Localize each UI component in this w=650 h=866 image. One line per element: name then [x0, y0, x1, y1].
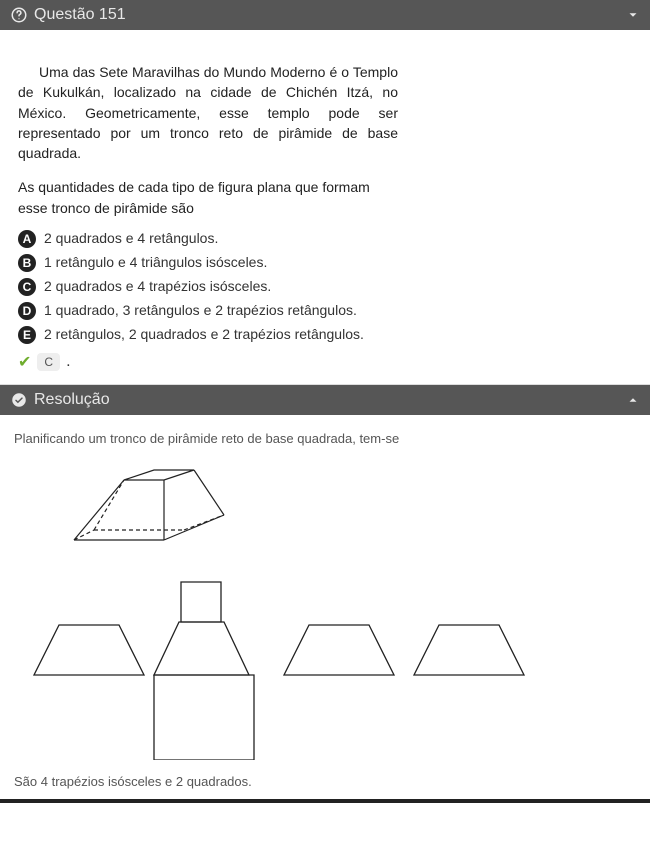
alt-text: 2 retângulos, 2 quadrados e 2 trapézios … — [44, 326, 364, 342]
bottom-bar — [0, 799, 650, 803]
alt-text: 2 quadrados e 4 retângulos. — [44, 230, 218, 246]
resolution-header-left: Resolução — [10, 391, 110, 409]
alternatives-list: A 2 quadrados e 4 retângulos. B 1 retâng… — [18, 230, 632, 344]
alternative-d[interactable]: D 1 quadrado, 3 retângulos e 2 trapézios… — [18, 302, 632, 320]
alternative-a[interactable]: A 2 quadrados e 4 retângulos. — [18, 230, 632, 248]
alternative-c[interactable]: C 2 quadrados e 4 trapézios isósceles. — [18, 278, 632, 296]
question-title: Questão 151 — [34, 6, 126, 24]
alt-text: 1 quadrado, 3 retângulos e 2 trapézios r… — [44, 302, 357, 318]
correct-answer-badge: C — [37, 353, 60, 371]
alt-letter: C — [18, 278, 36, 296]
question-stem: As quantidades de cada tipo de figura pl… — [18, 177, 398, 218]
alt-text: 1 retângulo e 4 triângulos isósceles. — [44, 254, 267, 270]
net-figure — [14, 560, 636, 760]
resolution-body: Planificando um tronco de pirâmide reto … — [0, 415, 650, 799]
check-icon: ✔ — [18, 352, 31, 372]
alt-letter: A — [18, 230, 36, 248]
resolution-header[interactable]: Resolução — [0, 385, 650, 415]
alt-text: 2 quadrados e 4 trapézios isósceles. — [44, 278, 271, 294]
answer-dot: . — [66, 353, 70, 371]
question-header[interactable]: Questão 151 — [0, 0, 650, 30]
check-circle-icon — [10, 391, 28, 409]
alternative-e[interactable]: E 2 retângulos, 2 quadrados e 2 trapézio… — [18, 326, 632, 344]
question-paragraph: Uma das Sete Maravilhas do Mundo Moderno… — [18, 62, 398, 163]
help-circle-icon — [10, 6, 28, 24]
resolution-conclusion: São 4 trapézios isósceles e 2 quadrados. — [14, 774, 636, 789]
alternative-b[interactable]: B 1 retângulo e 4 triângulos isósceles. — [18, 254, 632, 272]
caret-up-icon[interactable] — [626, 393, 640, 407]
resolution-title: Resolução — [34, 391, 110, 409]
alt-letter: B — [18, 254, 36, 272]
alt-letter: E — [18, 326, 36, 344]
question-body: Uma das Sete Maravilhas do Mundo Moderno… — [0, 30, 650, 385]
resolution-intro: Planificando um tronco de pirâmide reto … — [14, 431, 636, 446]
caret-down-icon[interactable] — [626, 8, 640, 22]
question-header-left: Questão 151 — [10, 6, 126, 24]
correct-answer-row: ✔ C . — [18, 352, 632, 372]
frustum-figure — [64, 460, 636, 550]
alt-letter: D — [18, 302, 36, 320]
